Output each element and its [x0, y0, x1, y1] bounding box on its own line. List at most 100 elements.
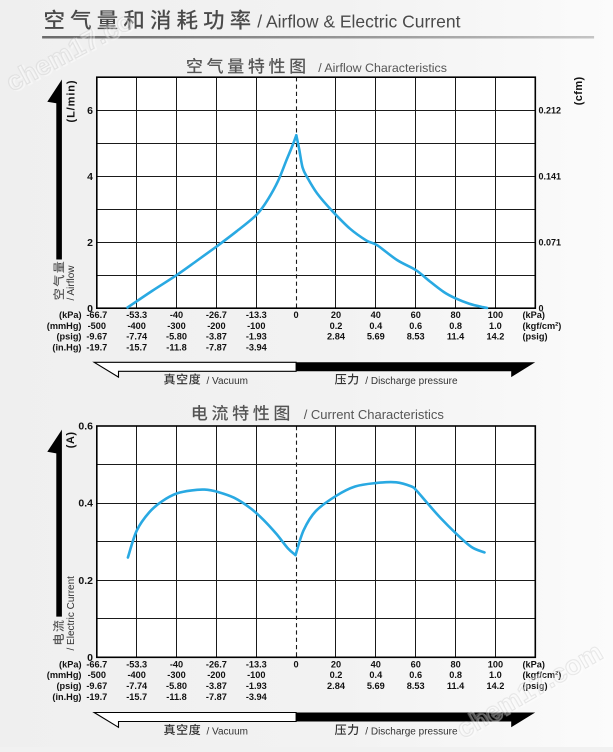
svg-text:-9.67: -9.67	[86, 681, 107, 691]
svg-text:-100: -100	[247, 321, 265, 331]
svg-text:-200: -200	[207, 321, 225, 331]
svg-text:0.6: 0.6	[78, 421, 93, 433]
svg-text:(L/min): (L/min)	[66, 80, 78, 123]
svg-text:(in.Hg): (in.Hg)	[52, 342, 81, 352]
svg-text:0.6: 0.6	[409, 321, 422, 331]
svg-text:/ Discharge pressure: / Discharge pressure	[365, 727, 458, 738]
svg-text:-7.74: -7.74	[126, 332, 148, 342]
svg-text:0: 0	[294, 310, 299, 320]
svg-text:2.84: 2.84	[327, 332, 346, 342]
svg-text:(mmHg): (mmHg)	[47, 321, 82, 331]
svg-text:0.4: 0.4	[369, 670, 383, 680]
svg-text:4: 4	[87, 171, 93, 183]
svg-text:0.212: 0.212	[539, 105, 562, 115]
svg-text:100: 100	[488, 310, 503, 320]
svg-text:-7.87: -7.87	[206, 342, 227, 352]
svg-text:-400: -400	[128, 321, 146, 331]
svg-text:-500: -500	[88, 670, 106, 680]
svg-text:/ Electric Current: / Electric Current	[66, 576, 77, 651]
svg-text:40: 40	[371, 660, 381, 670]
svg-text:0.8: 0.8	[449, 321, 462, 331]
svg-text:-1.93: -1.93	[246, 681, 267, 691]
svg-text:5.69: 5.69	[367, 332, 385, 342]
svg-text:0.2: 0.2	[78, 575, 93, 587]
svg-text:-500: -500	[88, 321, 106, 331]
svg-text:(kPa): (kPa)	[523, 310, 545, 320]
svg-text:0.6: 0.6	[409, 670, 422, 680]
svg-text:-40: -40	[170, 660, 183, 670]
svg-text:-1.93: -1.93	[246, 332, 267, 342]
svg-text:-7.87: -7.87	[206, 692, 227, 702]
svg-text:/ Vacuum: / Vacuum	[207, 727, 249, 738]
svg-text:(psig): (psig)	[56, 332, 81, 342]
svg-text:-7.74: -7.74	[126, 681, 148, 691]
svg-text:80: 80	[450, 660, 460, 670]
svg-text:20: 20	[331, 660, 341, 670]
svg-text:/ Airflow Characteristics: / Airflow Characteristics	[318, 61, 447, 75]
svg-text:(kPa): (kPa)	[59, 310, 81, 320]
svg-text:2: 2	[87, 237, 93, 249]
svg-text:100: 100	[488, 660, 503, 670]
svg-text:(psig): (psig)	[56, 681, 81, 691]
svg-text:-5.80: -5.80	[166, 332, 187, 342]
svg-text:(kPa): (kPa)	[59, 660, 81, 670]
svg-text:-53.3: -53.3	[126, 310, 147, 320]
svg-text:0.071: 0.071	[539, 237, 562, 247]
svg-text:/ Vacuum: / Vacuum	[207, 376, 249, 387]
svg-text:(psig): (psig)	[523, 681, 548, 691]
svg-text:-15.7: -15.7	[126, 342, 147, 352]
svg-text:-200: -200	[207, 670, 225, 680]
svg-text:1.0: 1.0	[489, 670, 502, 680]
svg-text:/ Discharge pressure: / Discharge pressure	[365, 376, 458, 387]
svg-text:8.53: 8.53	[407, 681, 425, 691]
svg-text:(psig): (psig)	[523, 332, 548, 342]
svg-text:6: 6	[87, 105, 93, 117]
svg-text:0: 0	[539, 303, 544, 313]
svg-text:-13.3: -13.3	[246, 660, 267, 670]
svg-text:5.69: 5.69	[367, 681, 385, 691]
svg-text:-15.7: -15.7	[126, 692, 147, 702]
svg-text:2.84: 2.84	[327, 681, 346, 691]
svg-text:-66.7: -66.7	[86, 310, 107, 320]
svg-text:60: 60	[411, 310, 421, 320]
svg-text:0: 0	[87, 303, 93, 315]
svg-text:(in.Hg): (in.Hg)	[52, 692, 81, 702]
svg-text:-11.8: -11.8	[166, 342, 186, 352]
svg-text:40: 40	[371, 310, 381, 320]
svg-text:11.4: 11.4	[447, 332, 465, 342]
svg-text:0.2: 0.2	[330, 670, 343, 680]
svg-text:-53.3: -53.3	[126, 660, 147, 670]
svg-text:-400: -400	[128, 670, 146, 680]
svg-text:-3.87: -3.87	[206, 681, 227, 691]
svg-text:-19.7: -19.7	[86, 692, 107, 702]
svg-text:-11.8: -11.8	[166, 692, 186, 702]
svg-text:1.0: 1.0	[489, 321, 502, 331]
svg-text:80: 80	[450, 310, 460, 320]
svg-text:0.2: 0.2	[330, 321, 343, 331]
svg-text:-100: -100	[247, 670, 265, 680]
svg-text:0.4: 0.4	[78, 498, 93, 510]
svg-text:8.53: 8.53	[407, 332, 425, 342]
svg-text:-19.7: -19.7	[86, 342, 107, 352]
svg-text:0: 0	[294, 660, 299, 670]
svg-text:0: 0	[87, 652, 93, 664]
svg-text:/ Current Characteristics: / Current Characteristics	[304, 407, 445, 422]
svg-text:-3.94: -3.94	[246, 342, 268, 352]
svg-text:-3.87: -3.87	[206, 332, 227, 342]
svg-text:-13.3: -13.3	[246, 310, 267, 320]
svg-text:60: 60	[411, 660, 421, 670]
svg-text:/ Airflow & Electric Current: / Airflow & Electric Current	[257, 12, 460, 32]
svg-text:-40: -40	[170, 310, 183, 320]
svg-text:(mmHg): (mmHg)	[47, 670, 82, 680]
svg-text:-26.7: -26.7	[206, 660, 227, 670]
svg-text:11.4: 11.4	[447, 681, 465, 691]
svg-text:(kgf/cm²): (kgf/cm²)	[523, 321, 562, 331]
svg-text:0.4: 0.4	[369, 321, 383, 331]
svg-text:(cfm): (cfm)	[573, 76, 585, 105]
svg-text:-3.94: -3.94	[246, 692, 268, 702]
svg-text:(kPa): (kPa)	[523, 660, 545, 670]
svg-text:0.8: 0.8	[449, 670, 462, 680]
svg-text:(kgf/cm²): (kgf/cm²)	[523, 670, 562, 680]
svg-text:-66.7: -66.7	[86, 660, 107, 670]
svg-text:-26.7: -26.7	[206, 310, 227, 320]
